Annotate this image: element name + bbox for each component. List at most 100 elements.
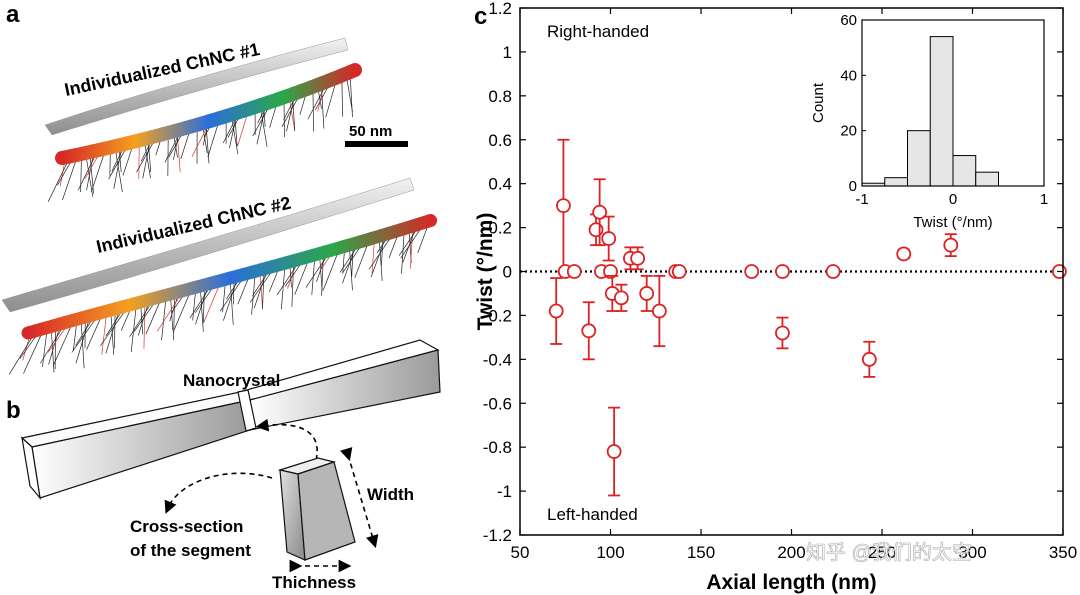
x-tick-label: 50 bbox=[511, 543, 530, 562]
data-point bbox=[566, 264, 582, 279]
vector-ray bbox=[80, 320, 85, 369]
data-point bbox=[606, 444, 622, 459]
y-tick-label: 0.2 bbox=[488, 219, 512, 238]
data-point bbox=[601, 231, 617, 246]
chnc-2-coil bbox=[21, 213, 439, 340]
panel-a-label: a bbox=[6, 1, 20, 28]
vector-ray bbox=[86, 314, 103, 351]
vector-ray bbox=[349, 71, 353, 118]
panel-a: a Individualized ChNC #1 50 nm Individua… bbox=[1, 1, 439, 375]
histogram-bar bbox=[929, 36, 954, 187]
inset-x-tick-label: 0 bbox=[949, 191, 957, 208]
y-tick-label: -0.6 bbox=[483, 394, 512, 413]
chnc-1-coil bbox=[55, 63, 362, 165]
segment-side bbox=[297, 461, 356, 561]
data-points bbox=[548, 138, 1067, 497]
y-tick-label: -1.2 bbox=[483, 526, 512, 545]
x-tick-label: 100 bbox=[596, 543, 624, 562]
vector-ray bbox=[105, 309, 120, 354]
x-tick-label: 350 bbox=[1049, 543, 1077, 562]
vector-ray bbox=[75, 317, 90, 364]
vector-ray bbox=[39, 325, 65, 364]
vector-ray bbox=[42, 330, 48, 367]
data-point bbox=[861, 351, 877, 367]
cross-section-label-2: of the segment bbox=[130, 541, 251, 560]
inset-y-tick-label: 60 bbox=[840, 12, 857, 29]
inset-x-label: Twist (°/nm) bbox=[913, 214, 992, 231]
inset-y-tick-label: 0 bbox=[849, 178, 857, 195]
twist-scatter-chart: 50 100 150 200 250 300 350 -1.2-1-0.8-0.6-0.4-… bbox=[474, 0, 1077, 594]
data-point bbox=[613, 290, 629, 306]
vector-ray bbox=[143, 301, 146, 349]
cross-section-arrow bbox=[164, 472, 273, 514]
x-axis-ticks: 50 100 150 200 250 300 350 bbox=[511, 8, 1077, 562]
vector-ray bbox=[130, 304, 137, 353]
vector-ray bbox=[114, 310, 116, 349]
histogram-bar bbox=[952, 155, 977, 187]
y-tick-label: 0.4 bbox=[488, 175, 512, 194]
vector-ray bbox=[8, 333, 35, 375]
data-point bbox=[896, 246, 912, 262]
vector-ray bbox=[62, 156, 78, 201]
x-tick-label: 150 bbox=[687, 543, 715, 562]
data-point bbox=[651, 303, 667, 319]
x-tick-label: 250 bbox=[868, 543, 896, 562]
scale-bar-label: 50 nm bbox=[349, 123, 392, 140]
histogram-bar bbox=[907, 130, 931, 187]
y-tick-label: 1.2 bbox=[488, 0, 512, 18]
y-tick-label: -0.8 bbox=[483, 438, 512, 457]
right-handed-annotation: Right-handed bbox=[547, 22, 649, 41]
inset-x-tick-label: -1 bbox=[855, 191, 868, 208]
inset-y-ticks: 0 20 40 60 bbox=[840, 12, 866, 195]
data-point bbox=[825, 264, 841, 279]
y-tick-label: 0.8 bbox=[488, 87, 512, 106]
histogram-bar bbox=[975, 171, 999, 187]
y-tick-label: -0.2 bbox=[483, 306, 512, 325]
y-tick-label: 0 bbox=[503, 263, 512, 282]
data-point bbox=[581, 323, 597, 339]
inset-y-tick-label: 40 bbox=[840, 67, 857, 84]
inset-x-ticks: -1 0 1 bbox=[855, 182, 1048, 208]
vector-ray bbox=[71, 315, 99, 353]
panel-c: c 50 100 150 200 250 300 350 -1.2-1-0.8-0.6-0.… bbox=[474, 0, 1077, 594]
vector-ray bbox=[199, 286, 204, 332]
chnc-1-surface bbox=[44, 37, 349, 136]
histogram-bars bbox=[861, 36, 999, 187]
data-point bbox=[639, 286, 655, 301]
histogram-bar bbox=[884, 177, 908, 187]
y-tick-label: 1 bbox=[503, 43, 512, 62]
y-tick-label: -1 bbox=[497, 482, 512, 501]
x-tick-label: 200 bbox=[777, 543, 805, 562]
data-point bbox=[630, 250, 646, 266]
vector-ray bbox=[48, 326, 61, 365]
vector-ray bbox=[23, 331, 44, 374]
zoom-arrow bbox=[255, 418, 318, 461]
watermark: 知乎 @我们的太空 bbox=[806, 541, 972, 564]
cross-section-label-1: Cross-section bbox=[130, 517, 243, 536]
thickness-label: Thichness bbox=[272, 573, 356, 592]
x-axis-label: Axial length (nm) bbox=[706, 571, 876, 594]
vector-ray bbox=[161, 295, 167, 341]
data-point bbox=[775, 325, 790, 341]
data-point bbox=[744, 264, 760, 279]
nanocrystal-label: Nanocrystal bbox=[183, 371, 280, 390]
data-point bbox=[671, 264, 687, 279]
scale-bar bbox=[345, 141, 408, 147]
vector-ray bbox=[173, 293, 176, 341]
inset-y-label: Count bbox=[810, 82, 827, 123]
data-point bbox=[548, 303, 564, 319]
y-axis-label: Twist (°/nm) bbox=[474, 213, 497, 331]
data-point bbox=[592, 204, 608, 220]
left-handed-annotation: Left-handed bbox=[547, 505, 638, 524]
vector-ray bbox=[101, 312, 107, 355]
panel-b-label: b bbox=[6, 397, 21, 424]
chnc-2-surface bbox=[1, 177, 415, 313]
data-point bbox=[775, 264, 790, 279]
panel-c-label: c bbox=[474, 3, 487, 30]
inset-y-tick-label: 20 bbox=[840, 123, 857, 140]
vector-ray bbox=[52, 322, 73, 366]
y-tick-label: 0.6 bbox=[488, 131, 512, 150]
data-point bbox=[556, 198, 571, 214]
